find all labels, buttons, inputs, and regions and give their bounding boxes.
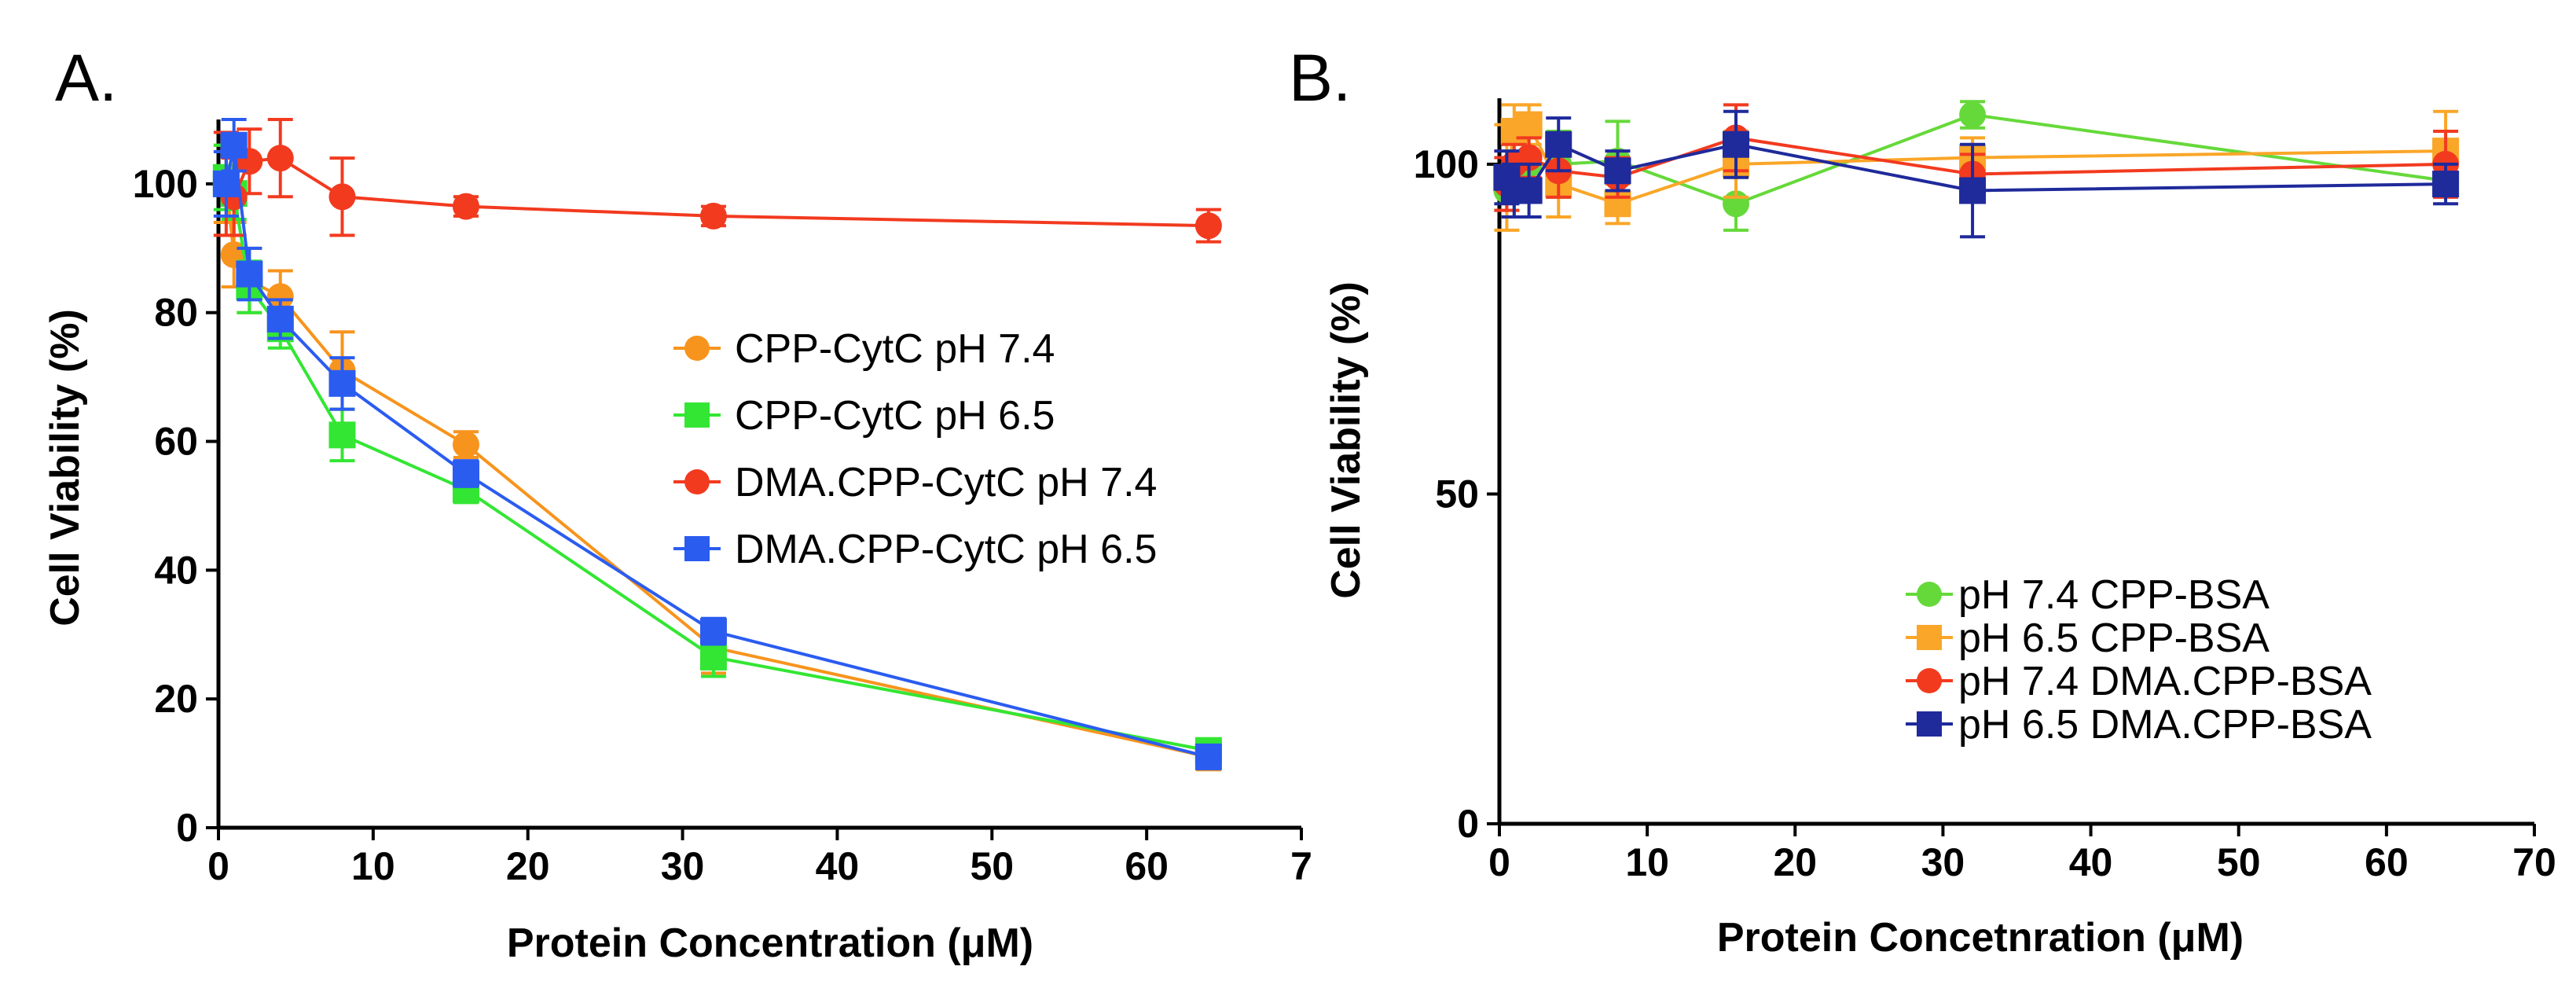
panel-b-x-tick-label: 30	[1921, 840, 1965, 884]
panel-a-legend-label: CPP-CytC pH 6.5	[735, 393, 1055, 439]
panel-a-data-point	[1194, 212, 1222, 240]
panel-a-data-point	[328, 369, 356, 397]
panel-a-x-tick-label: 60	[1125, 844, 1169, 888]
panel-a-data-point	[699, 202, 727, 230]
panel-a-legend-entry: DMA.CPP-CytC pH 6.5	[673, 527, 1157, 572]
panel-b-legend-marker	[1917, 582, 1942, 607]
panel-a-x-tick-label: 40	[816, 844, 860, 888]
panel-a-data-point	[266, 305, 294, 333]
panel-b-legend-label: pH 6.5 CPP-BSA	[1958, 615, 2270, 661]
panel-a-data-point	[212, 170, 240, 197]
panel-b-x-tick-label: 10	[1625, 840, 1669, 884]
panel-a-data-point	[328, 421, 356, 449]
panel-a-series-line	[224, 145, 1209, 759]
panel-b-data-point	[1959, 177, 1987, 204]
panel-a-label: A.	[55, 41, 117, 115]
panel-a-data-point	[699, 643, 727, 671]
panel-a-x-tick-label: 10	[351, 844, 395, 888]
panel-b-marks	[1493, 100, 2460, 239]
panel-b-x-axis-title: Protein Concetnration (μM)	[1717, 915, 2244, 961]
panel-b-y-tick-label: 100	[1414, 142, 1479, 186]
panel-b-legend-marker	[1917, 625, 1942, 650]
panel-b-legend-entry: pH 6.5 CPP-BSA	[1906, 615, 2270, 661]
panel-b-legend-entry: pH 7.4 CPP-BSA	[1906, 572, 2270, 618]
panel-a-legend-label: DMA.CPP-CytC pH 6.5	[735, 527, 1157, 572]
panel-a-series-2	[212, 143, 1222, 764]
panel-b-data-point	[1723, 130, 1750, 158]
panel-a-data-point	[452, 460, 479, 487]
panel-b-legend-entry: pH 7.4 DMA.CPP-BSA	[1906, 659, 2372, 704]
panel-b-label: B.	[1289, 41, 1351, 115]
panel-b-data-point	[1515, 111, 1543, 138]
panel-a-data-point	[236, 260, 263, 288]
panel-a-series-4	[212, 118, 1222, 770]
panel-b-chart: B. 0 10 20 30 40 50 60 70 0 50 100 Protein Concetn…	[1289, 41, 2556, 961]
panel-b-x-tick-label: 60	[2365, 840, 2409, 884]
panel-b-x-tick-label: 40	[2069, 840, 2113, 884]
panel-a-legend-entry: CPP-CytC pH 6.5	[673, 393, 1055, 439]
panel-b-x-tick-label: 50	[2217, 840, 2261, 884]
panel-a-legend-label: CPP-CytC pH 7.4	[735, 326, 1055, 372]
panel-a-x-tick-label: 20	[506, 844, 550, 888]
panel-a-data-point	[1194, 743, 1222, 770]
panel-a-y-axis-title: Cell Viability (%)	[42, 309, 88, 626]
panel-a-legend-entry: CPP-CytC pH 7.4	[673, 326, 1055, 372]
panel-a-series-3	[212, 118, 1222, 244]
panel-a-data-point	[266, 145, 294, 172]
panel-a-y-tick-label: 60	[154, 420, 198, 464]
panel-a-legend-label: DMA.CPP-CytC pH 7.4	[735, 460, 1157, 505]
panel-a-y-tick-label: 0	[176, 806, 198, 850]
panel-a-marks	[212, 118, 1222, 772]
panel-a-y-tick-label: 40	[154, 548, 198, 592]
panel-a-y-tick-label: 80	[154, 291, 198, 335]
panel-b-data-point	[1604, 157, 1631, 185]
panel-a-data-point	[220, 131, 248, 159]
panel-a-y-tick-label: 100	[133, 162, 198, 206]
panel-a-x-tick-label: 30	[661, 844, 705, 888]
panel-b-legend-entry: pH 6.5 DMA.CPP-BSA	[1906, 702, 2372, 748]
panel-b-x-tick-label: 70	[2512, 840, 2556, 884]
panel-a-data-point	[452, 193, 479, 220]
panel-b-data-point	[1545, 130, 1572, 158]
panel-a-data-point	[452, 431, 479, 458]
panel-a-legend: CPP-CytC pH 7.4 CPP-CytC pH 6.5 DMA.CPP-Cy…	[673, 326, 1157, 572]
panel-b-data-point	[2432, 171, 2460, 198]
panel-a-x-axis-title: Protein Concentration (μM)	[507, 920, 1033, 966]
panel-b-data-point	[1959, 101, 1987, 128]
panel-a-x-tick-label: 7	[1290, 844, 1312, 888]
panel-b-legend-label: pH 7.4 CPP-BSA	[1958, 572, 2270, 618]
panel-b-series-4	[1493, 109, 2460, 239]
panel-a-legend-entry: DMA.CPP-CytC pH 7.4	[673, 460, 1157, 505]
panel-b-data-point	[1515, 177, 1543, 204]
panel-b-legend-label: pH 7.4 DMA.CPP-BSA	[1958, 659, 2372, 704]
panel-b-legend-marker	[1917, 668, 1942, 693]
panel-b-legend-label: pH 6.5 DMA.CPP-BSA	[1958, 702, 2372, 748]
panel-a-y-tick-label: 20	[154, 677, 198, 721]
panel-b-axes: 0 10 20 30 40 50 60 70 0 50 100	[1414, 98, 2556, 884]
panel-a-data-point	[328, 183, 356, 211]
panel-b-y-tick-label: 50	[1435, 472, 1479, 516]
panel-a-legend-marker	[684, 536, 710, 561]
panel-b-y-axis-title: Cell Viability (%)	[1323, 281, 1369, 599]
panel-a-data-point	[699, 618, 727, 645]
panel-a-legend-marker	[684, 402, 710, 428]
panel-b-x-tick-label: 0	[1488, 840, 1510, 884]
panel-a-legend-marker	[684, 469, 710, 494]
panel-b-y-tick-label: 0	[1457, 802, 1479, 846]
panel-a-x-tick-label: 0	[207, 844, 229, 888]
panel-a-legend-marker	[684, 336, 710, 361]
panel-b-x-tick-label: 20	[1773, 840, 1817, 884]
panel-b-legend-marker	[1917, 711, 1942, 737]
panel-a-x-tick-label: 50	[970, 844, 1014, 888]
panel-a-data-point	[266, 283, 294, 310]
